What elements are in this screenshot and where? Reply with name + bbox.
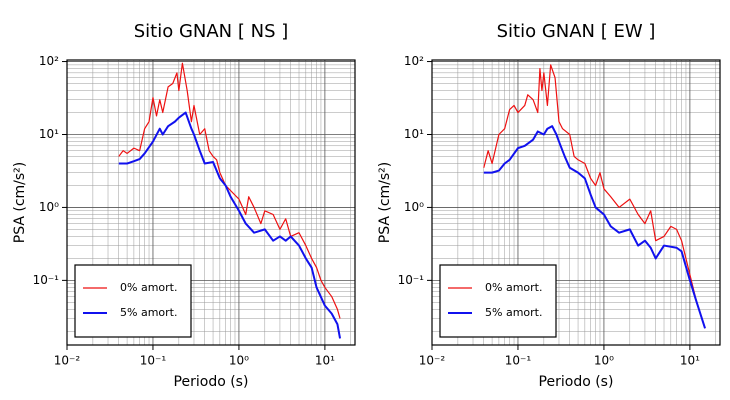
y-tick-label: 10⁻¹ [33, 273, 60, 287]
x-tick-label: 10⁻¹ [505, 354, 532, 368]
series-line [483, 64, 706, 329]
x-tick-label: 10¹ [315, 354, 335, 368]
chart-title: Sitio GNAN [ NS ] [134, 21, 289, 42]
series-line [118, 111, 342, 339]
y-tick-label: 10⁰ [39, 200, 59, 214]
y-tick-label: 10¹ [404, 127, 424, 141]
y-tick-label: 10⁰ [404, 200, 424, 214]
panel: Sitio GNAN [ NS ] Periodo (s) PSA (cm/s²) 1… [12, 21, 356, 390]
legend-label: 0% amort. [120, 281, 177, 294]
series-line [118, 62, 341, 319]
legend-box [439, 264, 557, 338]
legend-label: 5% amort. [485, 306, 542, 319]
y-tick-label: 10⁻¹ [398, 273, 425, 287]
x-axis-label: Periodo (s) [174, 374, 249, 390]
legend-box [74, 264, 192, 338]
x-tick-label: 10⁻¹ [140, 354, 167, 368]
x-tick-label: 10⁰ [229, 354, 249, 368]
chart-title: Sitio GNAN [ EW ] [497, 21, 656, 42]
panel: Sitio GNAN [ EW ] Periodo (s) PSA (cm/s²) 1… [377, 21, 721, 390]
x-tick-label: 10⁰ [594, 354, 614, 368]
legend-label: 5% amort. [120, 306, 177, 319]
x-tick-label: 10⁻² [54, 354, 81, 368]
y-axis-label: PSA (cm/s²) [12, 162, 28, 244]
x-tick-label: 10⁻² [419, 354, 446, 368]
y-tick-label: 10² [39, 54, 59, 68]
x-tick-label: 10¹ [680, 354, 700, 368]
legend-label: 0% amort. [485, 281, 542, 294]
series-line [483, 125, 706, 329]
plot-frame [66, 59, 356, 346]
y-tick-label: 10² [404, 54, 424, 68]
y-axis-label: PSA (cm/s²) [377, 162, 393, 244]
y-tick-label: 10¹ [39, 127, 59, 141]
x-axis-label: Periodo (s) [539, 374, 614, 390]
plot-frame [431, 59, 721, 346]
